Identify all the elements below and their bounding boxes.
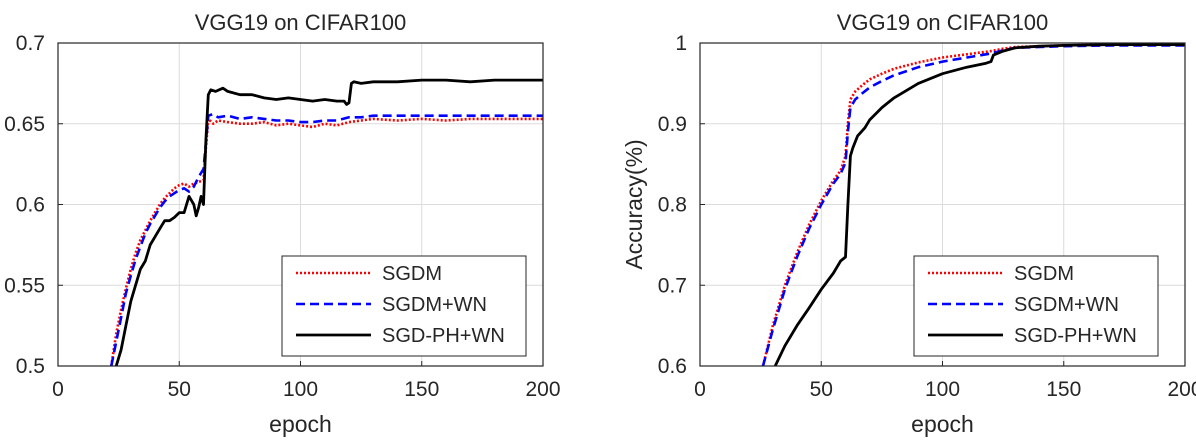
chart-title: VGG19 on CIFAR100 [195, 10, 407, 35]
legend: SGDM SGDM+WN SGD-PH+WN [913, 255, 1159, 357]
series-line-sgdm [110, 117, 543, 366]
legend-label: SGDM [382, 263, 442, 285]
y-tick-label: 0.6 [658, 355, 687, 378]
y-tick-label: 0.9 [658, 113, 687, 136]
chart-title: VGG19 on CIFAR100 [837, 10, 1049, 35]
x-axis-label: epoch [911, 411, 974, 437]
series-line-sgd-ph-wn [773, 43, 1185, 366]
legend-box [913, 255, 1159, 357]
y-axis-label: Accuracy(%) [621, 139, 647, 269]
axes-box [57, 42, 544, 367]
x-tick-label: 200 [1167, 378, 1196, 401]
x-tick-label: 50 [168, 378, 191, 401]
series-line-sgdm [761, 43, 1185, 366]
y-tick-label: 0.5 [16, 355, 45, 378]
y-tick-label: 0.8 [658, 194, 687, 217]
x-tick-label: 0 [694, 378, 706, 401]
series-line-sgd-ph-wn [114, 78, 543, 366]
x-tick-label: 100 [283, 378, 318, 401]
x-axis-label: epoch [269, 411, 332, 437]
x-tick-label: 100 [925, 378, 960, 401]
x-tick-label: 150 [404, 378, 439, 401]
y-tick-label: 0.7 [16, 32, 45, 55]
y-tick-label: 1 [675, 32, 687, 55]
x-tick-label: 50 [810, 378, 833, 401]
chart-left: 0 50 100 150 200 0.5 0.55 0.6 0.65 0.7 VGG19 on CI… [4, 10, 560, 437]
y-tick-label: 0.55 [4, 274, 45, 297]
y-tick-label: 0.6 [16, 194, 45, 217]
x-tick-label: 150 [1046, 378, 1081, 401]
series-line-sgdm-wn [110, 112, 543, 366]
legend-label: SGDM [1014, 263, 1074, 285]
legend-box [281, 255, 527, 357]
legend-label: SGDM+WN [1014, 294, 1119, 316]
legend: SGDM SGDM+WN SGD-PH+WN [281, 255, 527, 357]
chart-right: 0 50 100 150 200 0.6 0.7 0.8 0.9 1 VGG19 on CIFAR1… [621, 10, 1196, 437]
y-tick-label: 0.65 [4, 113, 45, 136]
legend-label: SGD-PH+WN [382, 325, 505, 347]
x-tick-label: 0 [52, 378, 64, 401]
axes-box [699, 42, 1186, 367]
legend-label: SGD-PH+WN [1014, 325, 1137, 347]
x-tick-label: 200 [525, 378, 560, 401]
legend-label: SGDM+WN [382, 294, 487, 316]
y-tick-label: 0.7 [658, 274, 687, 297]
